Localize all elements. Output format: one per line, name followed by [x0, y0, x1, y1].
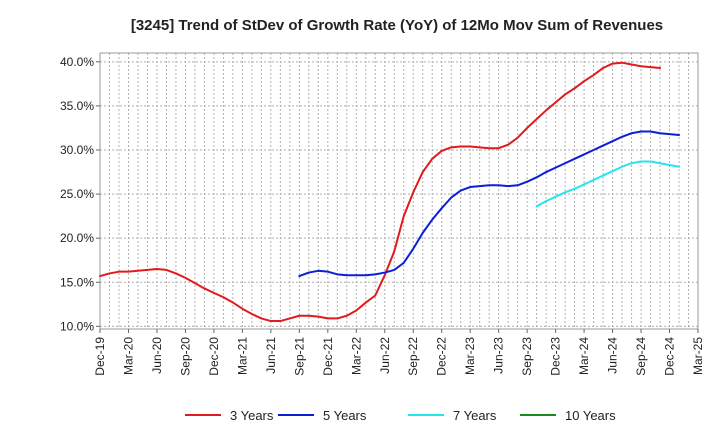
- y-tick-label: 25.0%: [60, 187, 94, 201]
- y-tick-label: 15.0%: [60, 275, 94, 289]
- y-tick-label: 20.0%: [60, 231, 94, 245]
- x-tick-label: Sep-20: [178, 337, 192, 376]
- x-tick-label: Sep-24: [634, 337, 648, 376]
- x-tick-label: Dec-19: [93, 337, 107, 376]
- series-line-3-years: [99, 61, 662, 323]
- x-tick-label: Mar-24: [577, 337, 591, 375]
- x-tick-label: Jun-20: [150, 337, 164, 374]
- legend-label: 10 Years: [565, 408, 616, 423]
- x-tick-label: Dec-23: [549, 337, 563, 376]
- x-tick-label: Sep-22: [406, 337, 420, 376]
- x-tick-label: Jun-23: [492, 337, 506, 374]
- x-axis: Dec-19 Mar-20 Jun-20 Sep-20 Dec-20 Mar-21 Jun-…: [93, 329, 705, 376]
- y-axis: 10.0% 15.0% 20.0% 25.0% 30.0% 35.0% 40.0%: [60, 55, 100, 333]
- series-line-5-years: [298, 130, 681, 278]
- x-tick-label: Jun-21: [264, 337, 278, 374]
- y-tick-label: 30.0%: [60, 143, 94, 157]
- x-tick-label: Sep-21: [292, 337, 306, 376]
- x-tick-label: Jun-22: [378, 337, 392, 374]
- y-tick-label: 40.0%: [60, 55, 94, 69]
- legend-label: 3 Years: [230, 408, 274, 423]
- plot-frame: [99, 52, 699, 330]
- legend-label: 5 Years: [323, 408, 367, 423]
- x-tick-label: Dec-22: [435, 337, 449, 376]
- y-tick-label: 35.0%: [60, 99, 94, 113]
- legend: 3 Years 5 Years 7 Years 10 Years: [185, 408, 616, 423]
- y-tick-label: 10.0%: [60, 319, 94, 333]
- x-tick-label: Mar-20: [121, 337, 135, 375]
- x-tick-label: Jun-24: [606, 337, 620, 374]
- chart-title: [3245] Trend of StDev of Growth Rate (Yo…: [131, 17, 663, 34]
- series-line-7-years: [535, 160, 681, 208]
- x-tick-label: Mar-25: [691, 337, 705, 375]
- x-tick-label: Dec-24: [663, 337, 677, 376]
- grid-layer: [100, 53, 698, 329]
- x-tick-label: Mar-22: [349, 337, 363, 375]
- x-tick-label: Mar-21: [235, 337, 249, 375]
- x-tick-label: Dec-21: [321, 337, 335, 376]
- x-tick-label: Sep-23: [520, 337, 534, 376]
- x-tick-label: Dec-20: [207, 337, 221, 376]
- legend-label: 7 Years: [453, 408, 497, 423]
- series-layer: [99, 61, 681, 323]
- x-tick-label: Mar-23: [463, 337, 477, 375]
